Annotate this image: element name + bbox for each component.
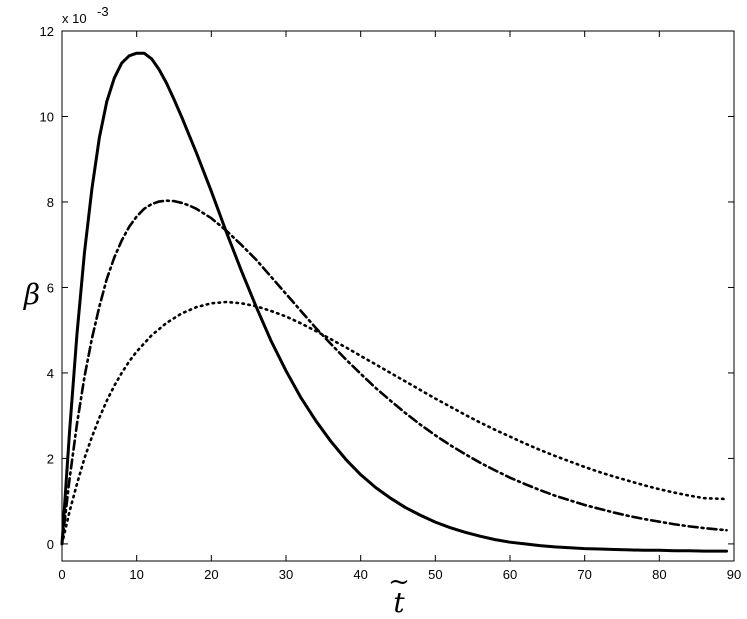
x-tick-label: 50 bbox=[428, 567, 442, 582]
x-tick-label: 90 bbox=[727, 567, 741, 582]
axis-tick-labels: 0 10 20 30 40 50 60 70 80 90 0 2 4 6 8 10 12 bbox=[40, 24, 742, 582]
y-axis-label: β bbox=[23, 278, 40, 311]
x-tick-label: 60 bbox=[503, 567, 517, 582]
y-multiplier-exponent: -3 bbox=[97, 4, 109, 19]
y-multiplier-base: x 10 bbox=[62, 11, 87, 26]
x-tick-label: 0 bbox=[58, 567, 65, 582]
y-tick-label: 0 bbox=[47, 537, 54, 552]
y-tick-label: 10 bbox=[40, 109, 54, 124]
y-tick-label: 8 bbox=[47, 195, 54, 210]
y-tick-label: 4 bbox=[47, 366, 54, 381]
x-tick-label: 70 bbox=[577, 567, 591, 582]
series-layer bbox=[60, 51, 729, 553]
y-tick-label: 6 bbox=[47, 280, 54, 295]
x-tick-label: 80 bbox=[652, 567, 666, 582]
x-tick-label: 30 bbox=[279, 567, 293, 582]
series-line-dotted bbox=[60, 300, 728, 546]
plot-area-frame bbox=[61, 30, 735, 562]
x-tick-label: 20 bbox=[204, 567, 218, 582]
series-line-dashdot bbox=[60, 199, 728, 546]
x-axis-label-accent: ~ bbox=[388, 567, 410, 597]
x-axis-label: t bbox=[393, 586, 405, 619]
y-tick-label: 2 bbox=[47, 451, 54, 466]
x-tick-label: 40 bbox=[353, 567, 367, 582]
x-tick-label: 10 bbox=[129, 567, 143, 582]
series-line-solid bbox=[60, 51, 729, 553]
y-tick-label: 12 bbox=[40, 24, 54, 39]
